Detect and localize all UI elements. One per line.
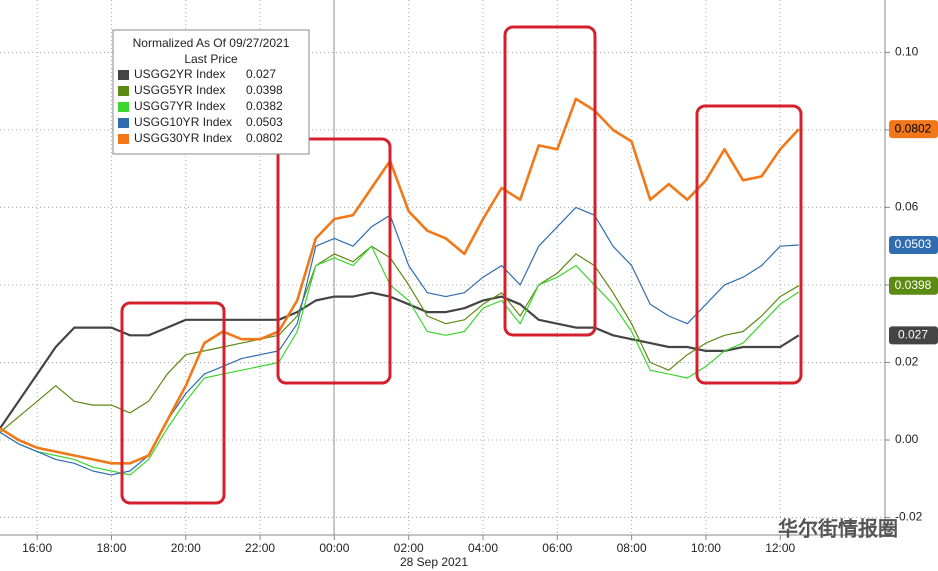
x-tick-label: 06:00 [542,541,572,555]
y-tick-label: -0.02 [895,510,923,524]
series-line [0,245,800,433]
y-tick-label: 0.06 [895,200,919,214]
highlight-box [120,301,226,505]
legend-value: 0.0398 [246,83,283,97]
legend-name: USGG10YR Index [134,115,232,129]
x-tick-label: 22:00 [245,541,275,555]
last-price-tag [889,276,938,295]
tags: 0.027 0.0398 0.0503 0.0802 [889,120,938,345]
x-tick-label: 10:00 [691,541,721,555]
legend-swatch [118,102,129,112]
x-tick-label: 08:00 [617,541,647,555]
last-price-label: 0.027 [898,328,928,342]
legend-swatch [118,134,129,144]
x-tick-label: 18:00 [96,541,126,555]
legend-swatch [118,118,129,128]
last-price-label: 0.0398 [895,278,932,292]
series-line [0,245,800,476]
highlight-box [503,25,597,337]
x-tick-label: 02:00 [394,541,424,555]
x-tick-label: 20:00 [171,541,201,555]
highlight-box [276,137,392,385]
series-line [0,206,799,476]
x-tick-label: 16:00 [22,541,52,555]
x-tick-label: 04:00 [468,541,498,555]
series-line [0,97,800,465]
series-line [0,291,800,430]
legend-title: Normalized As Of 09/27/2021 [133,36,290,50]
x-axis-label: 28 Sep 2021 [400,555,468,569]
legend-value: 0.0382 [246,99,283,113]
legend-box [112,29,310,155]
y-tick-label: 0.10 [895,45,919,59]
x-tick-label: 00:00 [319,541,349,555]
y-tick-label: 0.00 [895,432,919,446]
legend-name: USGG5YR Index [134,83,225,97]
legend-name: USGG30YR Index [134,131,232,145]
x-tick-label: 12:00 [765,541,795,555]
legend-value: 0.0503 [246,115,283,129]
last-price-label: 0.0503 [895,237,932,251]
last-price-tag [889,236,938,255]
legend-name: USGG7YR Index [134,99,225,113]
watermark: 华尔街情报圈 [778,516,898,540]
y-tick-label: 0.02 [895,355,919,369]
legend-value: 0.027 [246,67,276,81]
last-price-label: 0.0802 [895,121,932,135]
last-price-tag [889,326,938,345]
legend-value: 0.0802 [246,131,283,145]
lines [0,97,800,476]
legend-swatch [118,86,129,96]
last-price-tag [889,120,938,139]
legend: Normalized As Of 09/27/2021 Last Price U… [112,29,310,155]
legend-swatch [118,70,129,80]
legend-subtitle: Last Price [184,52,238,66]
legend-name: USGG2YR Index [134,67,225,81]
highlight-box [695,104,803,385]
